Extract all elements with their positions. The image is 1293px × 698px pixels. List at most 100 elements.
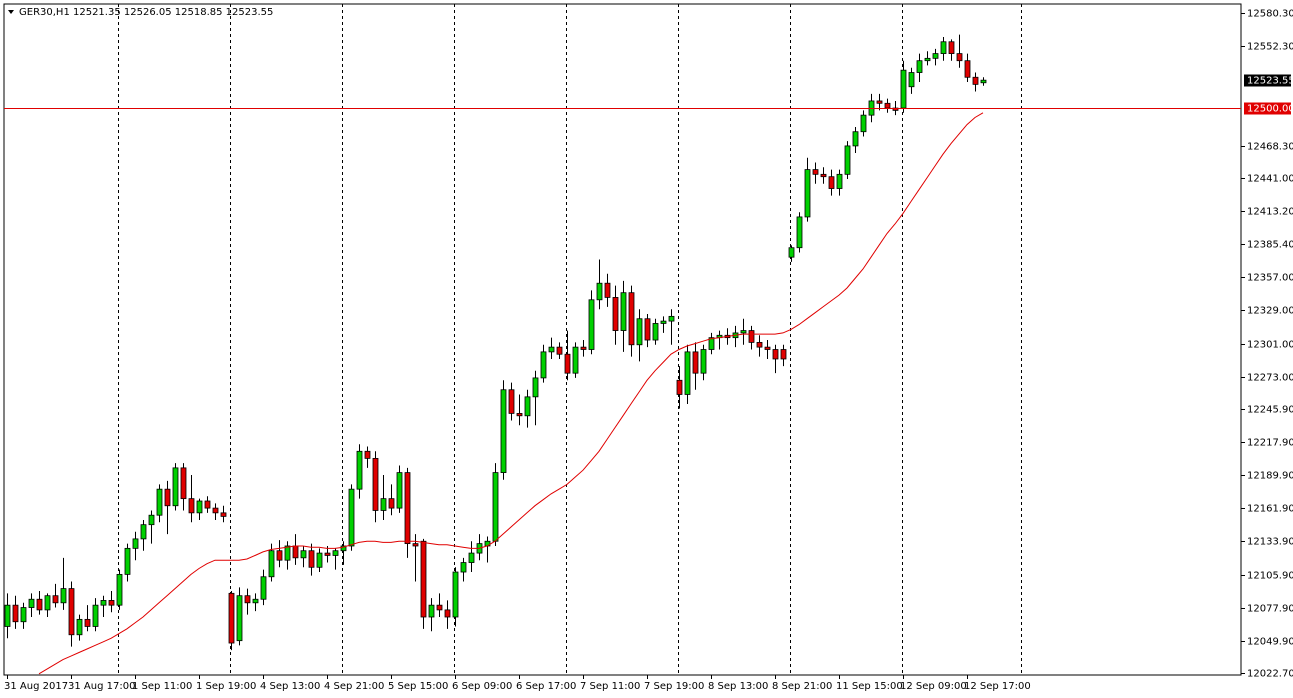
candle-body [12, 604, 19, 623]
candle-body [324, 552, 331, 556]
candle-body [372, 457, 379, 511]
y-tick-label: 12580.30 [1247, 9, 1293, 20]
x-tick-label: 7 Sep 19:00 [644, 681, 704, 692]
candle-body [68, 588, 75, 636]
candle-body [644, 318, 651, 341]
candle-body [708, 337, 715, 350]
y-tick-label: 12329.00 [1247, 306, 1293, 317]
x-tick-label: 31 Aug 17:00 [68, 681, 135, 692]
candle-body [740, 330, 747, 334]
candle-body [284, 545, 291, 561]
candle-body [788, 247, 795, 258]
candle-body [532, 377, 539, 398]
candle-body [388, 498, 395, 509]
candle-body [548, 346, 555, 353]
candle-body [500, 389, 507, 473]
chart-header: GER30,H1 12521.35 12526.05 12518.85 1252… [19, 7, 273, 18]
candle-body [60, 588, 67, 604]
candle-body [84, 618, 91, 627]
candle-body [132, 538, 139, 549]
candle-body [812, 169, 819, 175]
x-tick-label: 6 Sep 09:00 [452, 681, 512, 692]
plot-frame [3, 3, 1242, 676]
candle-body [340, 545, 347, 552]
candle-body [28, 598, 35, 608]
candle-body [260, 576, 267, 600]
candle-body [700, 349, 707, 374]
candle-body [932, 53, 939, 59]
candle-body [556, 346, 563, 355]
candle-body [860, 114, 867, 133]
candle-body [108, 600, 115, 606]
candle-body [444, 609, 451, 618]
candle-body [20, 607, 27, 623]
y-tick-label: 12273.00 [1247, 373, 1293, 384]
candle-body [780, 349, 787, 360]
candle-body [908, 72, 915, 88]
y-tick-label: 12301.00 [1247, 340, 1293, 351]
candle-body [980, 79, 987, 84]
candle-body [36, 598, 43, 611]
candle-body [956, 53, 963, 62]
candle-body [420, 540, 427, 618]
candle-body [92, 604, 99, 627]
y-tick-label: 12385.40 [1247, 240, 1293, 251]
candle-body [212, 507, 219, 514]
candle-body [900, 69, 907, 109]
candle-body [252, 598, 259, 604]
y-tick-label: 12161.90 [1247, 504, 1293, 515]
candle-body [452, 571, 459, 618]
candle-body [164, 488, 171, 507]
candle-body [52, 595, 59, 604]
candle-body [676, 379, 683, 395]
x-tick-label: 6 Sep 17:00 [516, 681, 576, 692]
candle-body [196, 500, 203, 514]
price-label-box [1244, 74, 1291, 87]
candle-body [188, 498, 195, 514]
candle-body [140, 524, 147, 540]
candle-body [636, 318, 643, 346]
menu-arrow [8, 10, 14, 14]
candle-body [620, 292, 627, 331]
candle-body [116, 573, 123, 606]
y-tick-label: 12189.90 [1247, 471, 1293, 482]
candle-body [844, 145, 851, 175]
candle-body [540, 351, 547, 379]
candle-body [916, 60, 923, 73]
candle-body [124, 547, 131, 575]
candle-body [516, 413, 523, 417]
x-tick-label: 1 Sep 19:00 [196, 681, 256, 692]
candle-body [76, 618, 83, 636]
candle-body [756, 341, 763, 348]
y-tick-label: 12468.30 [1247, 142, 1293, 153]
candle-body [404, 472, 411, 545]
candle-body [668, 315, 675, 322]
candle-body [804, 169, 811, 218]
candle-body [332, 550, 339, 556]
candle-body [396, 472, 403, 509]
candle-body [356, 450, 363, 490]
candle-body [660, 320, 667, 324]
candle-body [884, 102, 891, 109]
y-tick-label: 12245.90 [1247, 405, 1293, 416]
candle-body [412, 543, 419, 547]
x-tick-label: 8 Sep 21:00 [772, 681, 832, 692]
candle-body [612, 297, 619, 331]
candle-body [172, 467, 179, 507]
candle-body [156, 488, 163, 516]
y-tick-label: 12413.20 [1247, 207, 1293, 218]
y-tick-label: 12217.90 [1247, 438, 1293, 449]
candle-body [604, 282, 611, 298]
candle-body [180, 467, 187, 500]
candle-body [4, 604, 11, 627]
candle-body [308, 550, 315, 568]
candle-body [460, 562, 467, 573]
candle-body [204, 500, 211, 509]
x-tick-label: 1 Sep 11:00 [132, 681, 192, 692]
candle-body [292, 545, 299, 559]
candle-body [588, 299, 595, 350]
candle-body [220, 512, 227, 517]
x-tick-label: 12 Sep 09:00 [900, 681, 967, 692]
candle-body [748, 330, 755, 343]
